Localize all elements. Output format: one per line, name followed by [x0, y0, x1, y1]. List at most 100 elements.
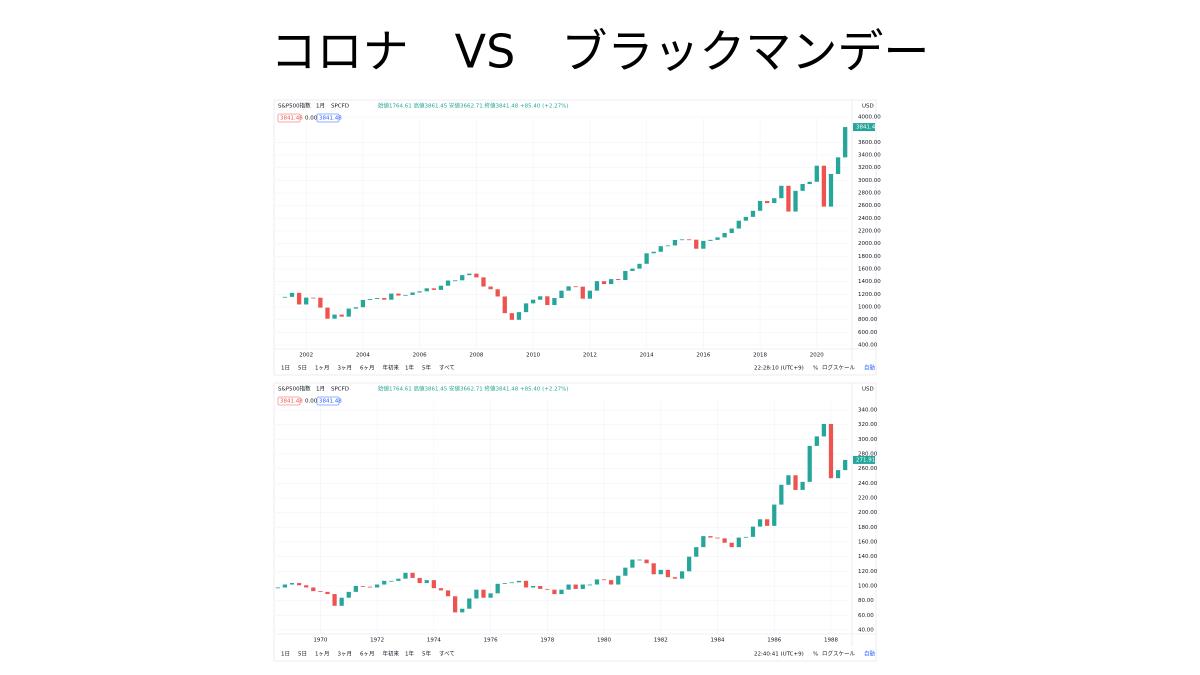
candle: [360, 299, 366, 308]
scale-option[interactable]: %: [813, 366, 818, 372]
toolbar-button[interactable]: すべて: [439, 651, 455, 658]
candle: [609, 580, 614, 585]
candle: [389, 293, 394, 300]
badge-label: 3841.48: [280, 116, 303, 122]
candle: [445, 590, 451, 597]
toolbar-button[interactable]: 1日: [281, 365, 290, 372]
toolbar-button[interactable]: 5日: [298, 651, 307, 658]
x-tick-label: 2020: [810, 353, 824, 359]
scale-option[interactable]: ログスケール: [822, 364, 856, 372]
y-tick-label: 1400.00: [858, 279, 881, 285]
toolbar-button[interactable]: すべて: [439, 365, 455, 372]
candle: [296, 583, 302, 586]
toolbar-button[interactable]: 5日: [298, 365, 307, 372]
badge: [303, 397, 315, 405]
candle: [750, 210, 756, 217]
candle: [318, 297, 323, 308]
candle: [353, 586, 358, 592]
toolbar-button[interactable]: 5年: [422, 364, 431, 372]
y-tick-label: 60.00: [858, 613, 874, 619]
scale-option[interactable]: %: [813, 652, 818, 658]
candle: [282, 584, 288, 588]
toolbar-button[interactable]: 5年: [422, 650, 431, 658]
page-title: コロナ VS ブラックマンデー: [271, 25, 930, 79]
candle: [786, 475, 791, 485]
candle: [552, 298, 557, 306]
candle: [367, 586, 373, 588]
toolbar-button[interactable]: 1ヶ月: [315, 365, 330, 372]
toolbar-button[interactable]: 3ヶ月: [338, 651, 353, 658]
clock: 22:40:41 (UTC+9): [754, 652, 804, 658]
candle: [814, 436, 819, 446]
candle: [743, 536, 749, 538]
candle: [843, 459, 848, 471]
last-price-label: 3841.48: [856, 125, 879, 131]
candle: [502, 583, 507, 584]
candle: [417, 577, 422, 584]
candle: [715, 237, 720, 240]
candle: [431, 288, 437, 290]
candle: [382, 298, 387, 300]
toolbar-button[interactable]: 年初来: [383, 364, 400, 372]
y-tick-label: 3400.00: [858, 153, 881, 159]
candle: [772, 198, 777, 204]
candle: [807, 181, 812, 185]
candle: [481, 589, 486, 598]
candle: [715, 537, 720, 539]
candle: [566, 286, 571, 291]
candle: [779, 185, 784, 199]
candle: [325, 307, 330, 319]
toolbar-button[interactable]: 1ヶ月: [315, 651, 330, 658]
y-tick-label: 2200.00: [858, 229, 881, 235]
toolbar-button[interactable]: 6ヶ月: [360, 651, 375, 658]
candle: [559, 290, 564, 299]
candle: [523, 303, 529, 313]
candle: [743, 216, 749, 221]
toolbar-button[interactable]: 1日: [281, 651, 290, 658]
candle: [828, 423, 834, 479]
candle: [289, 583, 295, 585]
candle: [601, 579, 607, 581]
candle: [502, 296, 507, 314]
scale-option[interactable]: ログスケール: [822, 650, 856, 658]
candle: [644, 559, 649, 564]
x-tick-label: 2012: [583, 353, 597, 359]
toolbar-button[interactable]: 6ヶ月: [360, 365, 375, 372]
x-tick-label: 1970: [313, 638, 327, 644]
x-tick-label: 2016: [696, 353, 710, 359]
y-tick-label: 240.00: [858, 481, 878, 487]
candle: [509, 313, 515, 320]
x-tick-label: 1974: [427, 638, 441, 644]
toolbar-button[interactable]: 1年: [405, 364, 414, 372]
candle: [559, 589, 564, 595]
y-tick-label: 1200.00: [858, 292, 881, 298]
candle: [616, 575, 621, 585]
last-price-badge: [853, 123, 875, 132]
candle: [552, 589, 557, 595]
toolbar-button[interactable]: 3ヶ月: [338, 365, 353, 372]
candle: [722, 538, 727, 543]
badge: [303, 114, 315, 122]
candle: [403, 294, 408, 296]
candle: [729, 542, 734, 548]
scale-option[interactable]: 自動: [864, 364, 876, 372]
candle: [608, 279, 614, 285]
candle: [445, 280, 451, 286]
candle: [474, 589, 479, 599]
candle: [750, 526, 756, 537]
toolbar-button[interactable]: 1年: [405, 650, 414, 658]
candle: [686, 239, 692, 241]
interval: 1月: [316, 386, 325, 393]
candle: [736, 537, 741, 548]
candle: [765, 200, 770, 204]
candle: [374, 298, 380, 300]
x-tick-label: 2002: [299, 353, 313, 359]
candle: [424, 580, 429, 584]
candle: [353, 307, 358, 309]
toolbar-button[interactable]: 年初来: [383, 650, 400, 658]
candle: [431, 580, 436, 589]
candle: [694, 547, 699, 557]
scale-option[interactable]: 自動: [864, 650, 876, 658]
candle: [694, 239, 699, 249]
candle: [786, 185, 791, 212]
